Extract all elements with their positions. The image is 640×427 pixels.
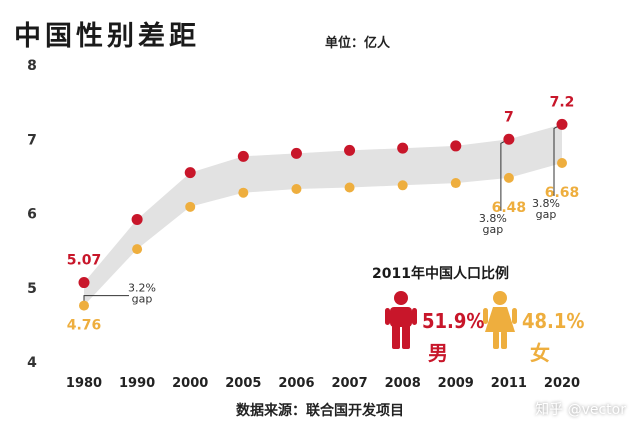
gap-word-label: gap — [536, 208, 557, 221]
gap-band — [84, 124, 562, 306]
y-tick-label: 6 — [27, 207, 37, 223]
gap-percent-label: 3.8% — [479, 212, 507, 225]
female-data-point — [557, 158, 567, 169]
x-tick-label: 2007 — [331, 376, 367, 391]
female-data-point — [503, 172, 514, 183]
male-data-point — [397, 142, 409, 154]
female-label: 女 — [530, 341, 550, 365]
x-tick-label: 1990 — [119, 376, 155, 391]
male-data-point — [556, 118, 568, 130]
male-person-icon — [385, 291, 417, 349]
y-tick-label: 4 — [27, 355, 37, 371]
female-value-label: 6.68 — [545, 185, 580, 201]
male-data-point — [237, 150, 249, 162]
male-data-point — [131, 213, 143, 225]
male-percentage: 51.9% — [422, 309, 485, 333]
female-data-point — [450, 178, 461, 189]
female-value-label: 6.48 — [492, 200, 527, 216]
source-caption: 数据来源：联合国开发项目 — [236, 403, 404, 419]
ratio-panel-title: 2011年中国人口比例 — [372, 266, 509, 282]
page-title: 中国性别差距 — [14, 21, 200, 52]
x-tick-label: 2011 — [491, 376, 527, 391]
male-value-label: 7.2 — [550, 94, 575, 110]
male-value-label: 7 — [504, 109, 514, 125]
male-label: 男 — [428, 341, 448, 365]
x-tick-label: 2006 — [278, 376, 314, 391]
x-tick-label: 2008 — [385, 376, 421, 391]
y-tick-label: 8 — [27, 58, 37, 74]
y-tick-label: 7 — [27, 132, 37, 148]
gap-percent-label: 3.8% — [532, 197, 560, 210]
female-data-point — [397, 180, 408, 191]
female-data-point — [291, 183, 302, 194]
y-tick-label: 5 — [27, 281, 37, 297]
male-data-point — [78, 277, 90, 289]
x-tick-label: 2000 — [172, 376, 208, 391]
x-tick-label: 2009 — [438, 376, 474, 391]
female-data-point — [79, 300, 89, 311]
gap-word-label: gap — [483, 223, 504, 236]
female-value-label: 4.76 — [67, 318, 102, 334]
unit-label: 单位：亿人 — [325, 36, 391, 51]
male-data-point — [184, 167, 196, 179]
male-data-point — [450, 140, 462, 152]
female-percentage: 48.1% — [522, 309, 585, 333]
female-data-point — [344, 182, 355, 193]
female-person-icon — [483, 291, 517, 349]
female-data-point — [185, 201, 196, 212]
female-data-point — [132, 244, 143, 255]
x-tick-label: 2020 — [544, 376, 580, 391]
x-tick-label: 2005 — [225, 376, 261, 391]
male-data-point — [344, 144, 356, 156]
watermark: 知乎 @vector — [535, 402, 626, 418]
x-tick-label: 1980 — [66, 376, 102, 391]
female-data-point — [238, 187, 249, 198]
gap-word-label: gap — [132, 293, 153, 306]
male-data-point — [503, 133, 515, 145]
male-value-label: 5.07 — [67, 253, 102, 269]
male-data-point — [290, 147, 302, 159]
gap-percent-label: 3.2% — [128, 282, 156, 295]
